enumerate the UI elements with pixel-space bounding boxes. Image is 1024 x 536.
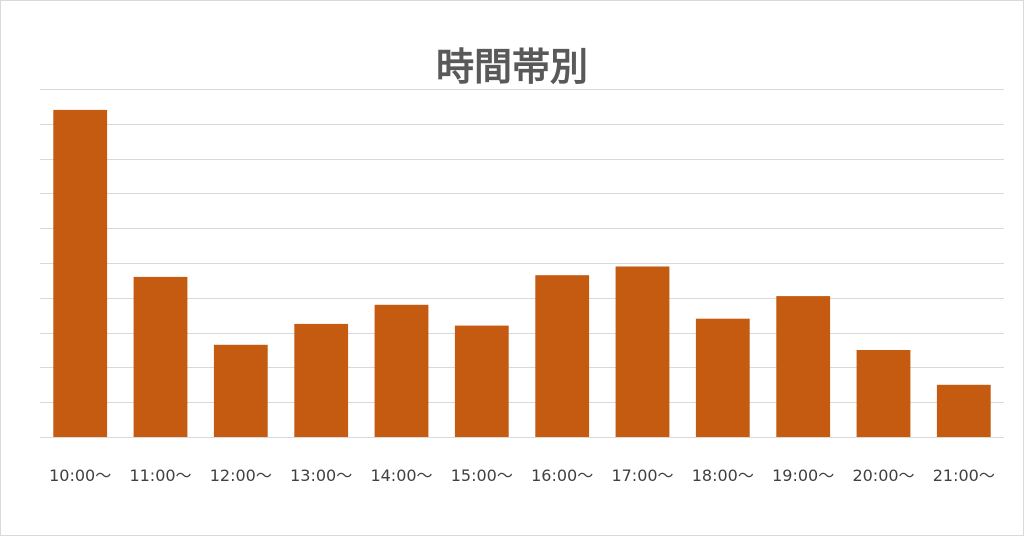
x-tick-label: 16:00～ bbox=[531, 466, 593, 485]
bar bbox=[374, 304, 429, 437]
x-tick-label: 11:00～ bbox=[129, 466, 191, 485]
chart-title: 時間帯別 bbox=[436, 45, 588, 89]
x-tick-label: 10:00～ bbox=[49, 466, 111, 485]
x-tick-label: 12:00～ bbox=[210, 466, 272, 485]
x-tick-label: 21:00～ bbox=[933, 466, 995, 485]
bar bbox=[53, 109, 108, 438]
bar bbox=[776, 296, 831, 437]
bar bbox=[936, 384, 991, 437]
x-tick-label: 20:00～ bbox=[852, 466, 914, 485]
x-tick-label: 15:00～ bbox=[451, 466, 513, 485]
bars bbox=[53, 109, 991, 438]
gridlines bbox=[40, 89, 1004, 438]
x-axis-labels: 10:00～ 11:00～ 12:00～ 13:00～ 14:00～ 15:00～ 16:0… bbox=[49, 466, 995, 485]
bar bbox=[535, 275, 590, 437]
bar bbox=[213, 344, 268, 437]
bar bbox=[294, 323, 349, 437]
x-tick-label: 13:00～ bbox=[290, 466, 352, 485]
x-tick-label: 18:00～ bbox=[692, 466, 754, 485]
bar bbox=[695, 318, 750, 437]
bar bbox=[133, 276, 188, 437]
bar bbox=[856, 350, 911, 437]
bar bbox=[615, 266, 670, 437]
x-tick-label: 17:00～ bbox=[611, 466, 673, 485]
x-tick-label: 19:00～ bbox=[772, 466, 834, 485]
bar bbox=[454, 325, 509, 437]
x-tick-label: 14:00～ bbox=[370, 466, 432, 485]
